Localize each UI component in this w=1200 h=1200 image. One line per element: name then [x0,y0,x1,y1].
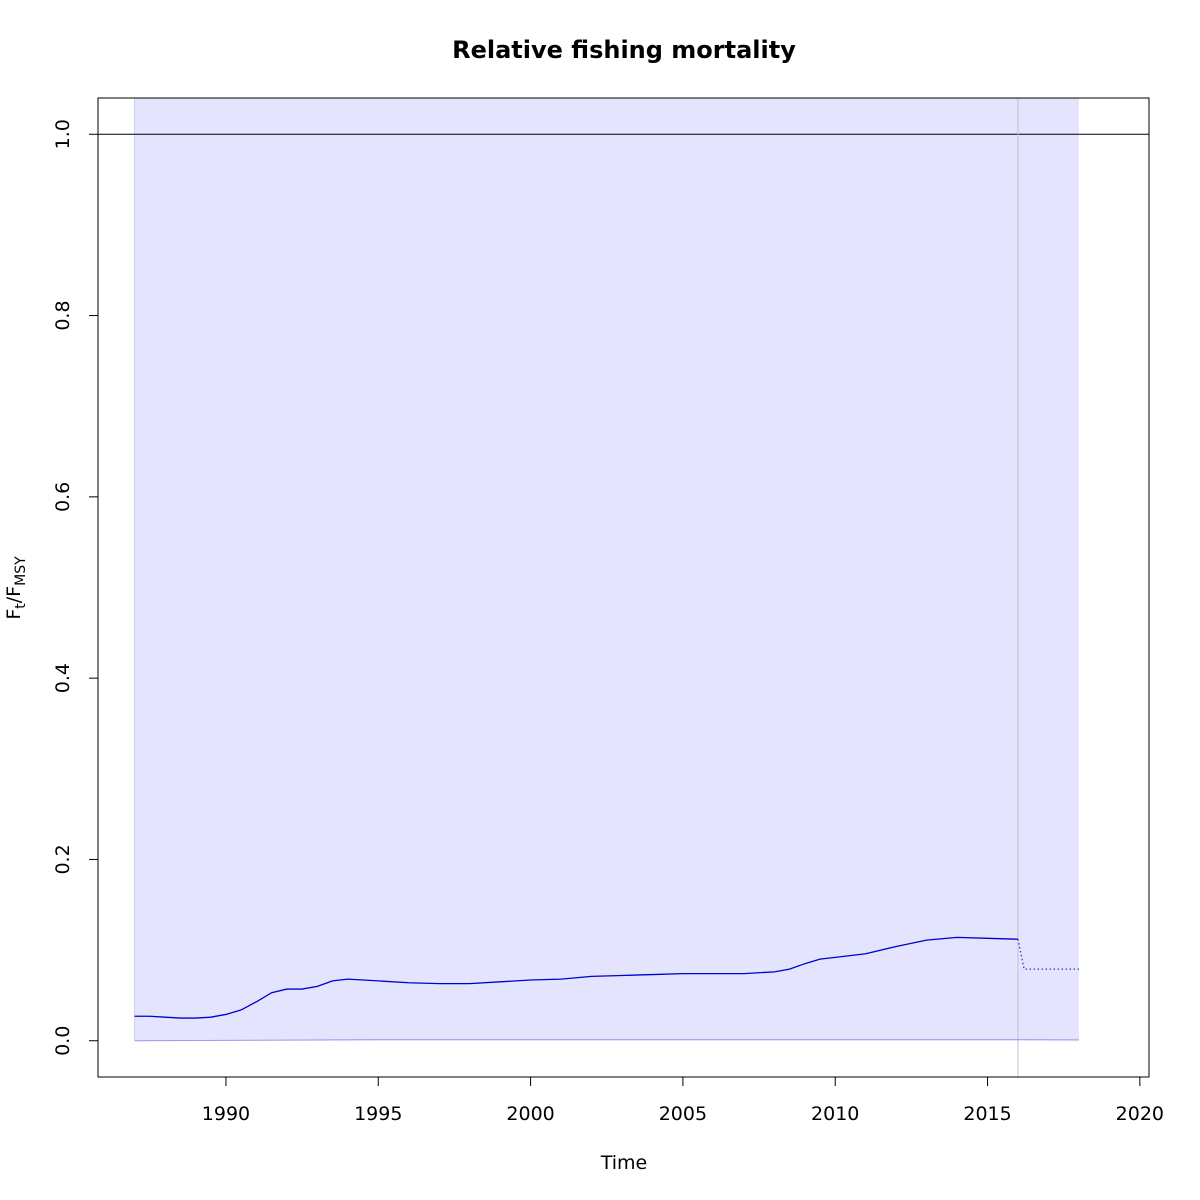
x-tick-label: 2020 [1116,1103,1164,1125]
chart-title: Relative fishing mortality [452,36,796,64]
y-tick-label: 0.8 [52,300,74,330]
x-tick-label: 2000 [506,1103,554,1125]
y-tick-label: 0.6 [52,482,74,512]
estimate-series-line [134,936,1019,1019]
x-axis-title: Time [600,1152,648,1174]
y-axis: 0.0 0.2 0.4 0.6 0.8 1.0 [52,119,99,1056]
x-axis: 1990 1995 2000 2005 2010 2015 2020 [202,1076,1164,1125]
confidence-band-layer [134,98,1079,1041]
x-tick-label: 2015 [963,1103,1011,1125]
y-tick-label: 0.4 [52,663,74,693]
confidence-band [134,98,1079,1041]
x-tick-label: 2005 [659,1103,707,1125]
y-tick-label: 1.0 [52,119,74,149]
y-axis-title-sub1: t [13,603,29,609]
reference-lines-layer [98,98,1149,1077]
y-tick-label: 0.0 [52,1026,74,1056]
lower-bound-line [134,1039,1079,1042]
x-tick-label: 1990 [202,1103,250,1125]
series-layer [134,936,1079,1042]
y-tick-label: 0.2 [52,844,74,874]
y-axis-title-sub2: MSY [13,556,29,586]
x-tick-label: 1995 [354,1103,402,1125]
y-axis-title-sep: /F [3,586,25,603]
y-axis-title-main: F [3,609,25,620]
y-axis-title: Ft/FMSY [3,556,29,620]
x-tick-label: 2010 [811,1103,859,1125]
